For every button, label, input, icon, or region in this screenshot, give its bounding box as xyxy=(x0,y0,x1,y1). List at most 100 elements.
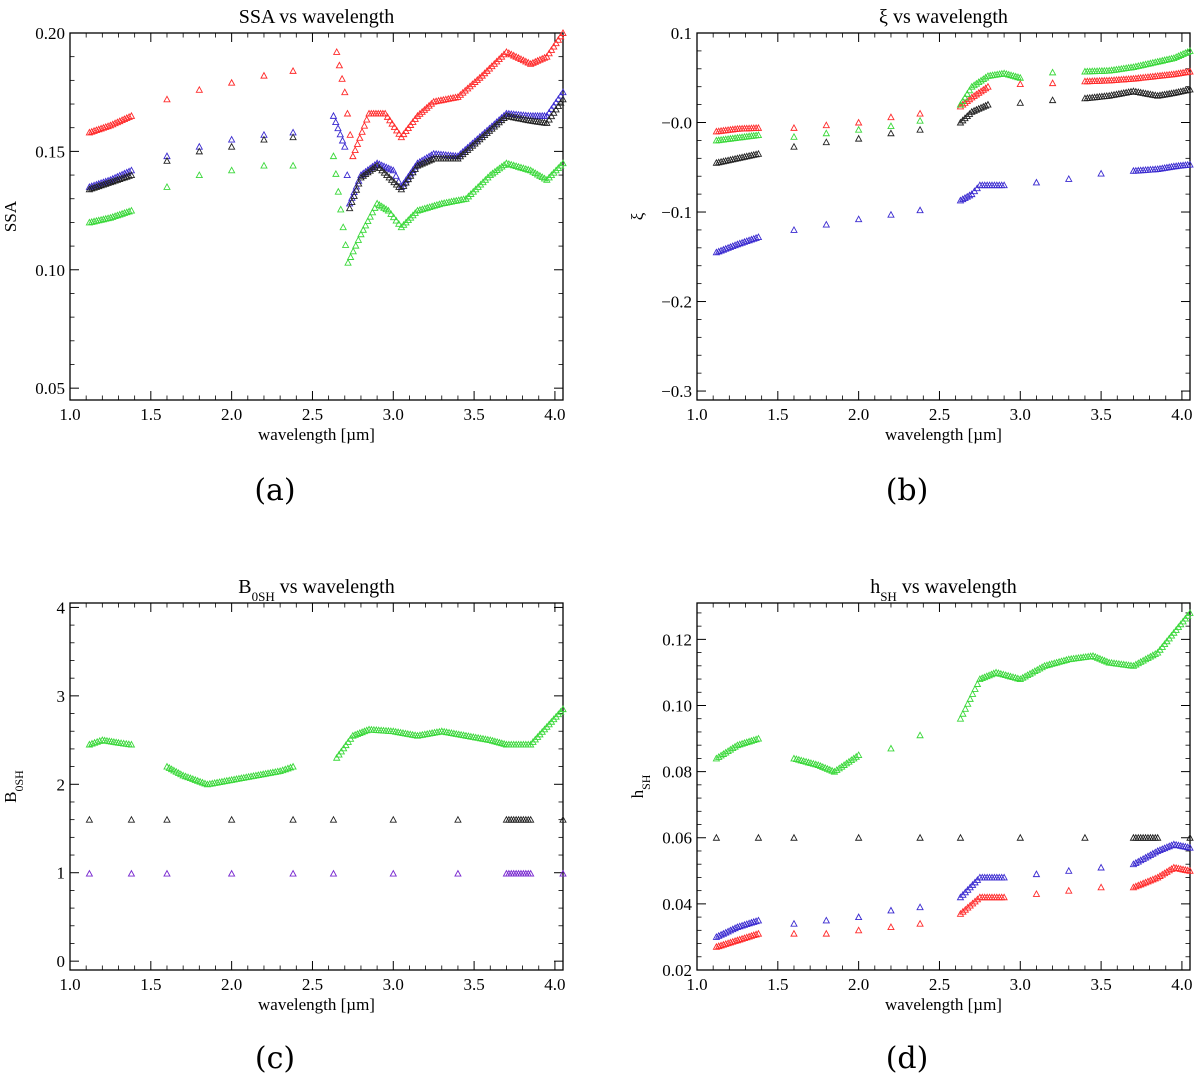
data-point-green xyxy=(956,100,965,108)
data-point-red xyxy=(1134,881,1143,889)
data-point-blue xyxy=(1065,866,1073,874)
data-point-green xyxy=(447,197,456,205)
data-point-blue xyxy=(854,215,863,223)
data-point-black xyxy=(368,165,377,172)
data-point-red xyxy=(747,931,756,939)
data-point-red xyxy=(120,115,129,122)
data-point-red xyxy=(981,84,990,92)
data-point-green xyxy=(457,195,465,203)
data-point-blue xyxy=(338,136,347,144)
data-point-blue xyxy=(726,242,735,250)
data-point-black xyxy=(373,161,381,169)
data-point-green xyxy=(440,199,448,206)
data-point-green xyxy=(336,205,345,213)
data-point-black xyxy=(526,815,535,823)
data-point-red xyxy=(1186,67,1194,75)
data-point-green xyxy=(163,182,171,190)
data-point-green xyxy=(495,164,504,172)
series-black xyxy=(712,833,1194,841)
data-point-green xyxy=(349,731,357,739)
data-point-black xyxy=(745,151,753,159)
data-point-red xyxy=(1144,877,1152,885)
data-point-red xyxy=(381,109,389,117)
data-point-green xyxy=(1062,655,1071,663)
data-point-red xyxy=(353,140,362,147)
data-point-black xyxy=(984,100,992,108)
data-point-purple xyxy=(454,869,462,877)
data-point-black xyxy=(409,168,417,176)
data-point-black xyxy=(101,179,110,187)
data-point-blue xyxy=(1097,169,1105,177)
data-point-green xyxy=(125,207,133,215)
data-point-green xyxy=(115,210,124,218)
data-point-blue xyxy=(1186,160,1194,168)
data-point-red xyxy=(346,130,354,138)
data-point-black xyxy=(399,181,408,189)
y-tick-label: 4 xyxy=(57,598,66,617)
data-point-black xyxy=(500,114,508,121)
data-point-black xyxy=(958,116,967,124)
data-point-green xyxy=(351,730,359,738)
data-point-red xyxy=(463,84,472,92)
data-point-purple xyxy=(227,869,236,877)
data-point-blue xyxy=(406,169,415,177)
data-point-red xyxy=(425,101,433,109)
y-tick-label: 0.06 xyxy=(662,829,692,848)
data-point-black xyxy=(545,115,553,123)
data-point-red xyxy=(434,96,443,104)
data-point-black xyxy=(366,166,374,174)
data-point-black xyxy=(97,181,105,189)
data-point-black xyxy=(1048,96,1057,104)
data-point-red xyxy=(85,128,94,136)
data-point-blue xyxy=(752,233,760,241)
data-point-red xyxy=(1132,882,1140,890)
data-point-purple xyxy=(389,869,398,877)
data-point-blue xyxy=(404,172,413,180)
subfigure-caption: (d) xyxy=(886,1041,929,1076)
data-point-red xyxy=(104,122,112,130)
data-point-red xyxy=(97,124,105,132)
data-point-green xyxy=(559,705,567,713)
data-point-green xyxy=(127,206,136,214)
data-point-blue xyxy=(740,920,749,928)
data-point-red xyxy=(420,105,429,113)
data-point-red xyxy=(108,120,117,128)
data-point-black xyxy=(1153,833,1162,841)
data-point-blue xyxy=(965,191,974,199)
data-point-blue xyxy=(554,95,563,102)
data-point-black xyxy=(485,126,494,134)
data-point-black xyxy=(752,150,760,158)
data-point-blue xyxy=(1167,841,1176,849)
data-point-red xyxy=(822,929,831,937)
data-point-red xyxy=(195,85,204,93)
data-point-green xyxy=(745,737,753,745)
data-point-green xyxy=(980,673,989,681)
data-point-red xyxy=(984,82,992,90)
x-tick-label: 3.0 xyxy=(1010,405,1031,424)
data-point-green xyxy=(356,729,364,736)
y-tick-label: 0.10 xyxy=(35,261,65,280)
data-point-blue xyxy=(749,917,758,925)
y-tick-label: 0.10 xyxy=(662,696,692,715)
data-point-green xyxy=(790,132,798,140)
data-point-red xyxy=(956,909,965,917)
data-point-red xyxy=(444,94,452,102)
data-point-black xyxy=(735,153,744,161)
data-point-black xyxy=(406,171,415,179)
data-point-black xyxy=(738,153,746,161)
data-point-green xyxy=(1048,659,1056,667)
data-point-green xyxy=(488,169,497,177)
data-point-red xyxy=(968,899,977,907)
data-point-green xyxy=(493,166,501,173)
data-point-blue xyxy=(735,922,744,930)
data-point-blue xyxy=(790,225,798,233)
chart-title: hSH vs wavelength xyxy=(870,576,1017,604)
data-point-black xyxy=(1172,88,1180,96)
data-point-red xyxy=(740,934,749,941)
y-tick-label: 3 xyxy=(57,687,66,706)
x-axis-label: wavelength [µm] xyxy=(258,995,375,1014)
data-point-black xyxy=(483,128,491,136)
data-point-green xyxy=(1057,657,1066,665)
data-point-black xyxy=(85,815,94,823)
data-point-red xyxy=(449,93,457,101)
